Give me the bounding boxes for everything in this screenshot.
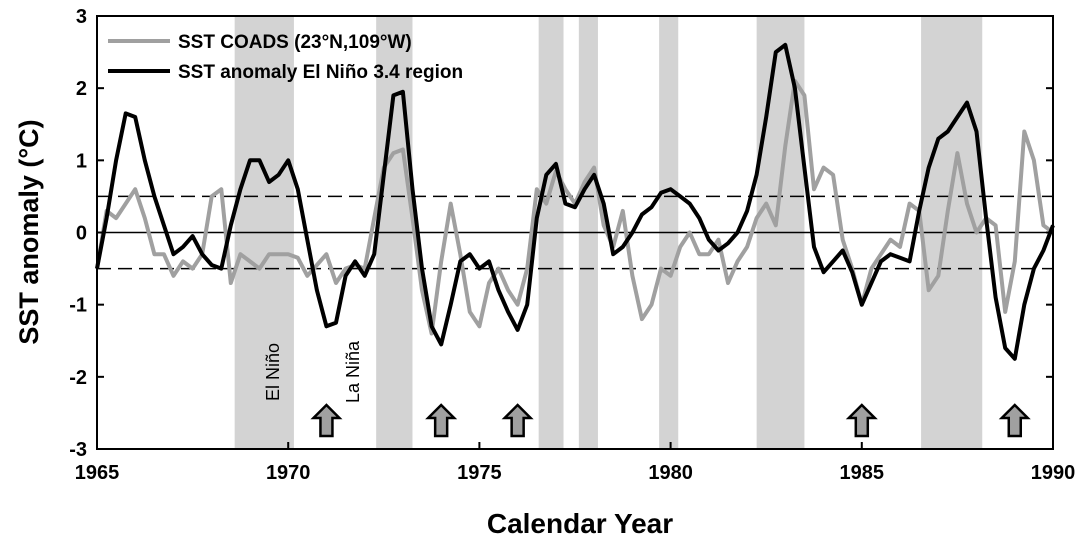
arrow xyxy=(310,403,343,438)
arrow xyxy=(425,403,458,438)
x-tick-label: 1980 xyxy=(648,462,693,484)
legend-label: SST COADS (23°N,109°W) xyxy=(178,32,412,53)
y-tick-label: 3 xyxy=(76,6,87,28)
annotation: El Niño xyxy=(263,343,283,401)
arrow xyxy=(998,403,1031,438)
series-line xyxy=(95,42,1055,361)
x-tick-label: 1970 xyxy=(266,462,311,484)
y-tick-label: -1 xyxy=(69,295,87,317)
y-tick-label: -3 xyxy=(69,439,87,461)
x-tick-label: 1985 xyxy=(840,462,885,484)
arrow xyxy=(501,403,534,438)
x-tick-label: 1965 xyxy=(75,462,120,484)
y-axis-title: SST anomaly (°C) xyxy=(14,119,44,344)
x-tick-label: 1990 xyxy=(1031,462,1076,484)
legend-label: SST anomaly El Niño 3.4 region xyxy=(178,62,463,83)
y-tick-label: 0 xyxy=(76,223,87,245)
arrow xyxy=(845,403,878,438)
y-tick-label: 2 xyxy=(76,78,87,100)
x-axis-title: Calendar Year xyxy=(487,508,673,539)
annotation: La Niña xyxy=(343,340,363,403)
y-tick-label: -2 xyxy=(69,367,87,389)
x-tick-label: 1975 xyxy=(457,462,502,484)
y-tick-label: 1 xyxy=(76,150,87,172)
